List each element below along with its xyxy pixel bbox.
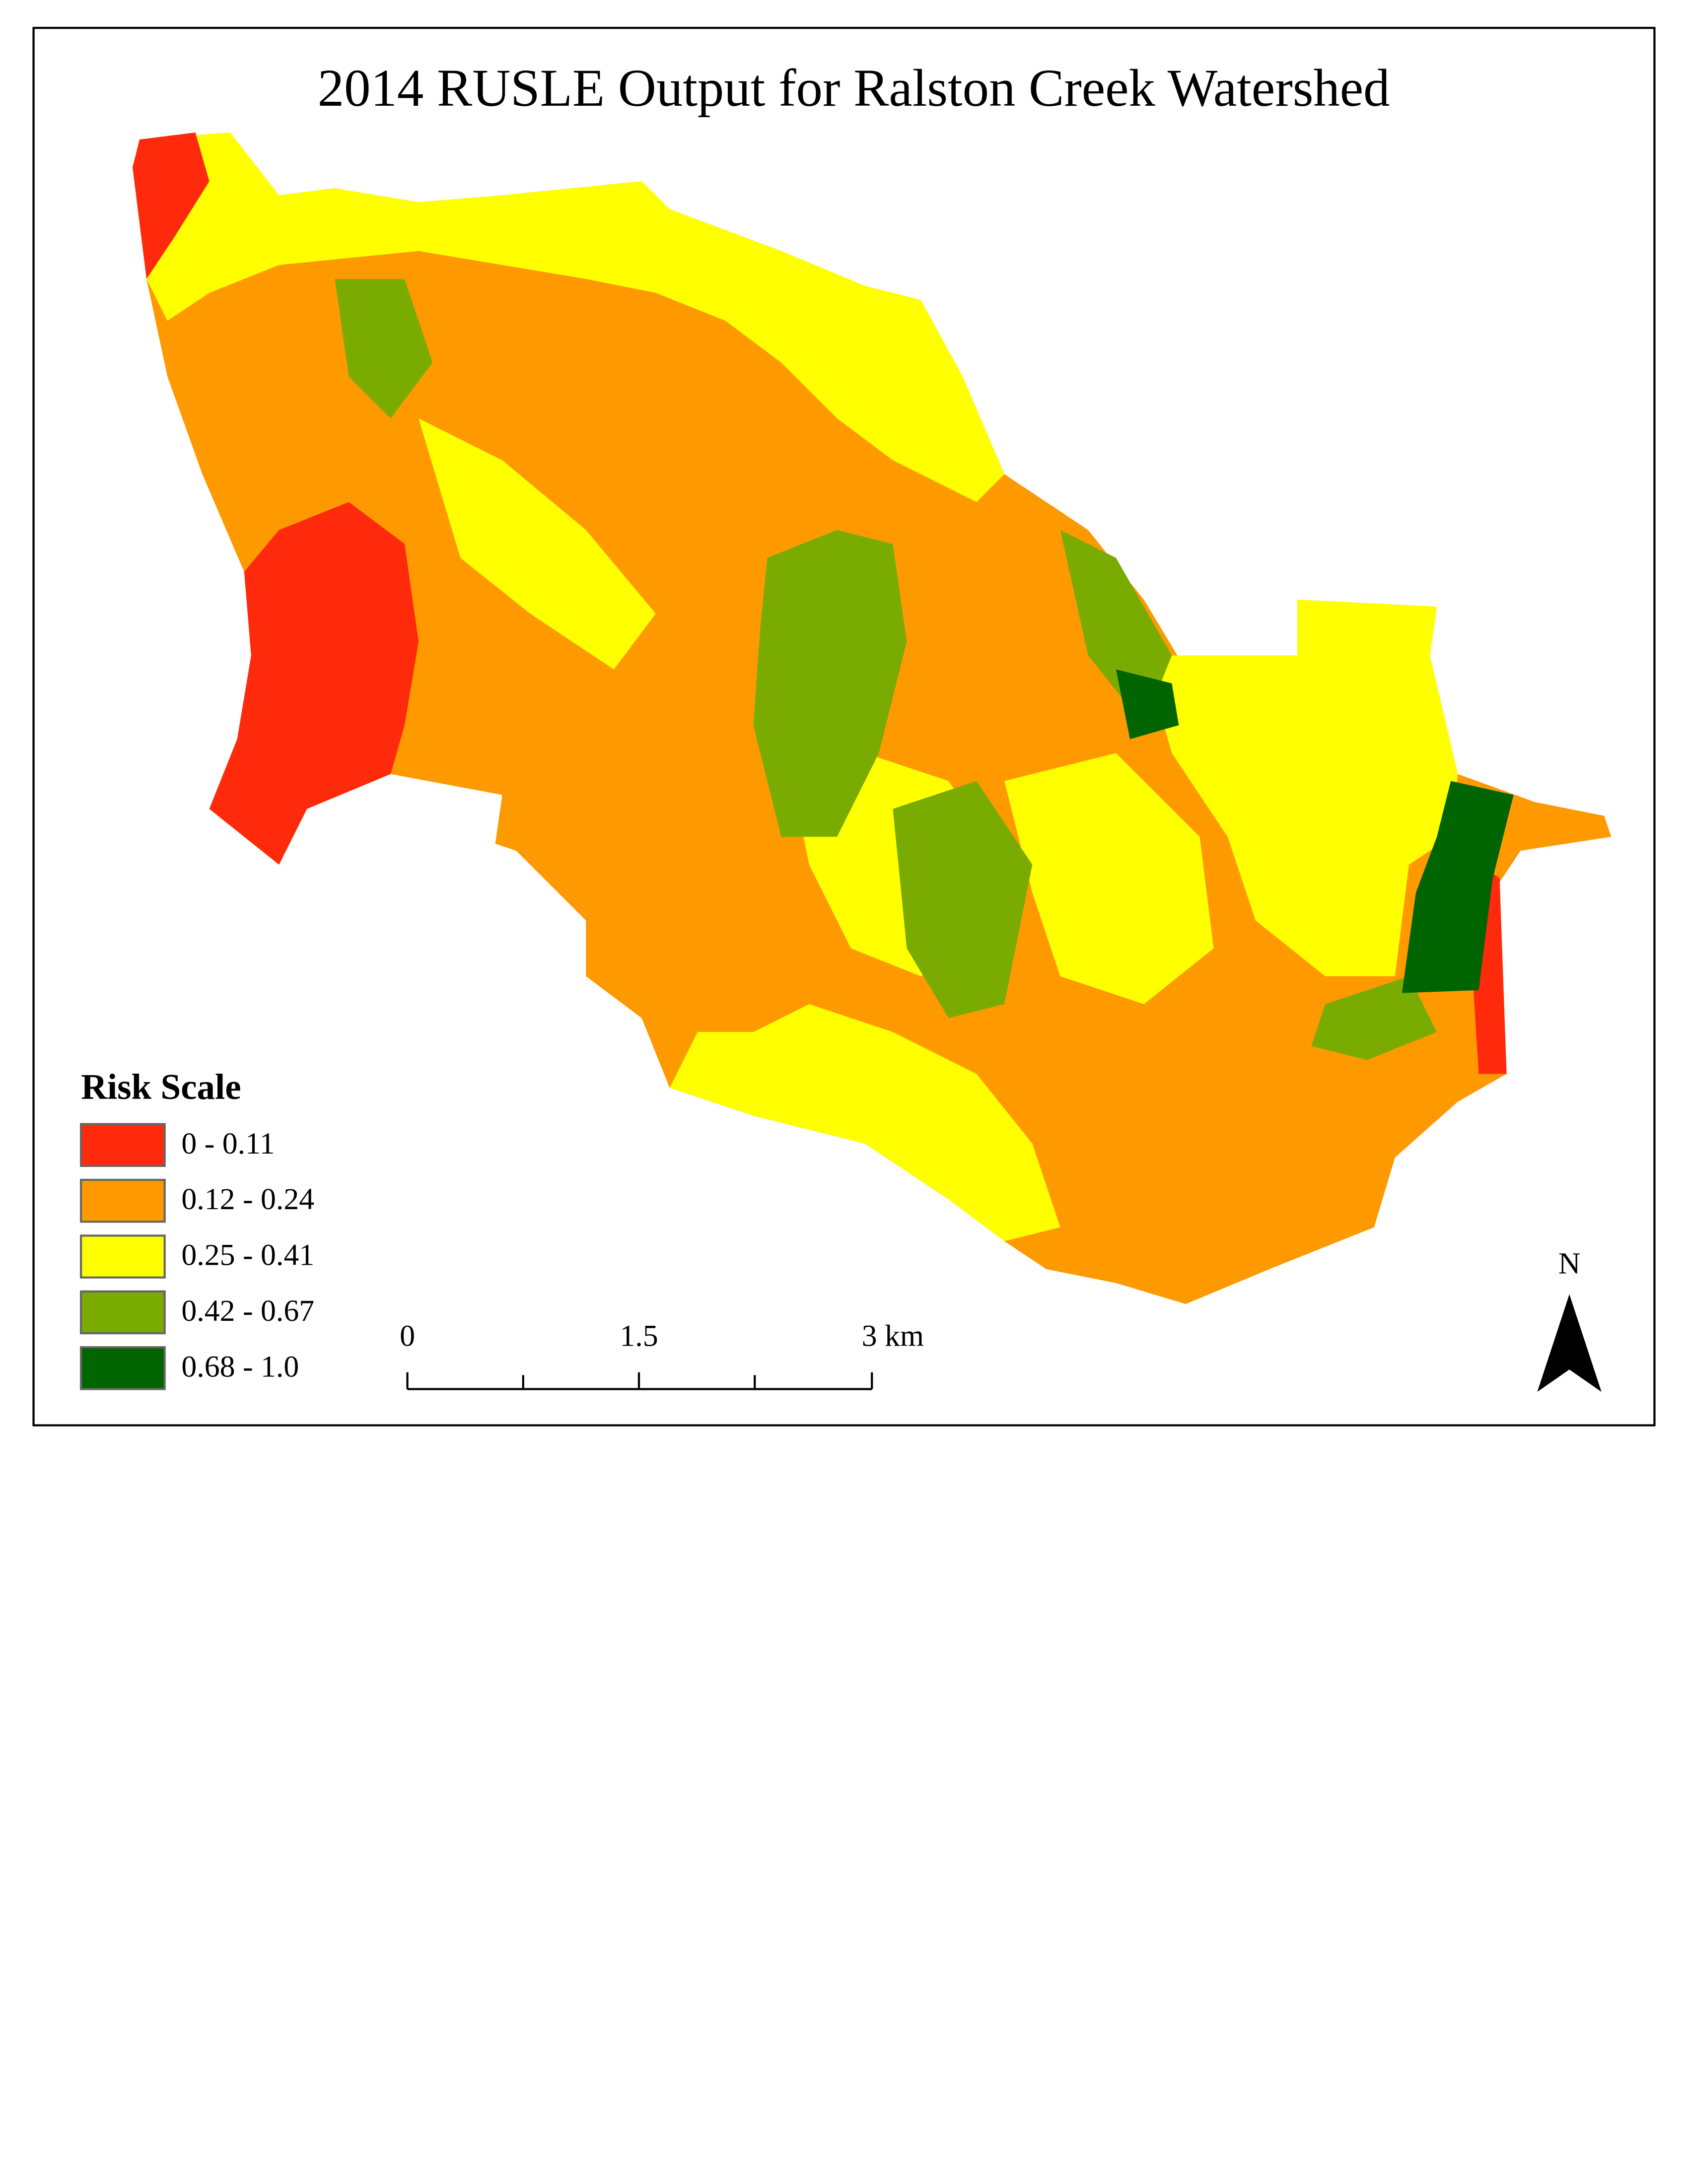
legend: 0 - 0.11 0.12 - 0.24 0.25 - 0.41 0.42 - 0.6…: [79, 1123, 314, 1390]
legend-swatch: [79, 1346, 166, 1390]
zone: [1311, 976, 1437, 1060]
zone: [419, 418, 656, 670]
zone: [1402, 781, 1514, 993]
scale-bar: 0 1.5 3 km: [400, 1319, 924, 1390]
zone: [1144, 600, 1458, 976]
legend-swatch: [79, 1290, 166, 1335]
legend-swatch: [79, 1123, 166, 1167]
legend-label: 0.12 - 0.24: [181, 1182, 314, 1216]
scale-bar-label: 1.5: [620, 1319, 658, 1353]
legend-label: 0.68 - 1.0: [181, 1350, 299, 1383]
north-label: N: [1558, 1246, 1581, 1280]
zone: [133, 132, 1005, 502]
scale-bar-label: 0: [400, 1319, 415, 1353]
legend-swatch: [79, 1178, 166, 1223]
legend-label: 0 - 0.11: [181, 1127, 275, 1160]
north-arrow: N: [1537, 1246, 1602, 1392]
zone: [335, 278, 433, 418]
zone: [1004, 753, 1214, 1004]
legend-swatch: [79, 1234, 166, 1279]
scale-bar-label: 3 km: [862, 1319, 924, 1353]
zone: [753, 530, 907, 837]
zone: [893, 781, 1033, 1019]
north-arrow-shape: [1537, 1294, 1602, 1392]
zone: [133, 132, 210, 279]
map-title: 2014 RUSLE Output for Ralston Creek Wate…: [318, 59, 1390, 118]
watershed: [133, 132, 1612, 1304]
zone: [1116, 669, 1179, 740]
zone: [209, 502, 419, 865]
zone: [669, 1004, 1060, 1241]
legend-label: 0.25 - 0.41: [181, 1238, 314, 1272]
legend-label: 0.42 - 0.67: [181, 1294, 314, 1328]
legend-title: Risk Scale: [81, 1067, 241, 1107]
